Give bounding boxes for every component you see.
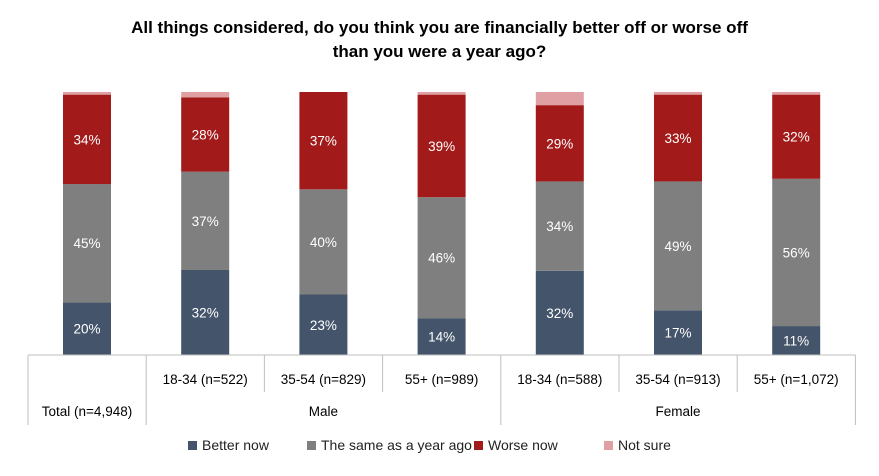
data-label: 29%	[546, 136, 573, 151]
data-label: 32%	[783, 130, 810, 145]
data-label: 32%	[546, 306, 573, 321]
legend-label-worse-now: Worse now	[488, 437, 559, 453]
legend-swatch-the-same-as-a-year-ago	[307, 441, 316, 450]
bar-segment-not-sure	[181, 92, 230, 98]
bar-segment-worse-now	[417, 94, 466, 198]
bar-segment-the-same-as-a-year-ago	[299, 189, 348, 295]
category-label: 18-34 (n=588)	[517, 372, 602, 387]
category-label: 35-54 (n=829)	[281, 372, 366, 387]
bar-segment-the-same-as-a-year-ago	[181, 171, 230, 270]
chart-title-line-2: than you were a year ago?	[333, 42, 547, 61]
category-label: 55+ (n=1,072)	[754, 372, 839, 387]
data-label: 46%	[428, 251, 455, 266]
category-label: 18-34 (n=522)	[163, 372, 248, 387]
category-axis: Total (n=4,948) 18-34 (n=522) 35-54 (n=829…	[27, 354, 856, 425]
data-label: 14%	[428, 330, 455, 345]
data-label: 11%	[783, 334, 809, 349]
bar-segment-the-same-as-a-year-ago	[63, 184, 111, 303]
bar-segment-not-sure	[772, 92, 821, 95]
data-label: 28%	[192, 128, 219, 143]
category-label: Total (n=4,948)	[42, 404, 132, 419]
data-label: 49%	[664, 239, 691, 254]
bar-segment-better-now	[181, 269, 230, 355]
data-label: 32%	[192, 305, 219, 320]
bar-segment-worse-now	[63, 94, 111, 185]
data-label: 34%	[546, 219, 573, 234]
chart-title: All things considered, do you think you …	[131, 18, 748, 61]
data-label: 20%	[73, 322, 100, 337]
category-label: 35-54 (n=913)	[635, 372, 720, 387]
bar-segment-the-same-as-a-year-ago	[417, 197, 466, 319]
group-label: Female	[655, 404, 700, 419]
data-label: 33%	[664, 131, 691, 146]
bar-segment-not-sure	[535, 92, 584, 106]
legend: Better now The same as a year ago Worse no…	[188, 437, 671, 453]
legend-swatch-not-sure	[604, 441, 613, 450]
bar-segment-worse-now	[772, 94, 821, 179]
bar-segment-not-sure	[63, 92, 111, 95]
data-label: 40%	[310, 235, 337, 250]
legend-label-the-same-as-a-year-ago: The same as a year ago	[321, 437, 472, 453]
data-label: 37%	[310, 134, 337, 149]
bar-segment-the-same-as-a-year-ago	[654, 181, 702, 311]
category-label: 55+ (n=989)	[405, 372, 479, 387]
bar-segment-the-same-as-a-year-ago	[535, 181, 584, 271]
bar-segment-not-sure	[417, 92, 466, 95]
data-label: 17%	[664, 326, 691, 341]
data-label: 34%	[73, 132, 100, 147]
data-label: 56%	[783, 245, 810, 260]
bar-segment-the-same-as-a-year-ago	[772, 178, 821, 327]
bar-segment-not-sure	[654, 92, 702, 95]
legend-label-not-sure: Not sure	[618, 437, 671, 453]
data-label: 37%	[192, 214, 219, 229]
data-label: 39%	[428, 139, 455, 154]
legend-label-better-now: Better now	[202, 437, 270, 453]
data-label: 23%	[310, 318, 337, 333]
bar-segment-worse-now	[535, 105, 584, 182]
bar-segment-worse-now	[181, 97, 230, 172]
legend-swatch-better-now	[188, 441, 197, 450]
bars: 20% 45% 34% 32% 37% 28% 23% 40% 37% 14% 46% 39% 32% 3…	[63, 92, 821, 355]
group-label: Male	[309, 404, 338, 419]
data-label: 45%	[73, 236, 100, 251]
bar-segment-worse-now	[654, 94, 702, 182]
bar-segment-worse-now	[299, 92, 348, 190]
bar-segment-better-now	[772, 326, 821, 355]
bar-segment-better-now	[299, 294, 348, 355]
bar-segment-better-now	[63, 302, 111, 355]
legend-swatch-worse-now	[474, 441, 483, 450]
bar-segment-better-now	[654, 310, 702, 355]
bar-segment-better-now	[417, 318, 466, 355]
chart-title-line-1: All things considered, do you think you …	[131, 18, 748, 37]
bar-segment-better-now	[535, 270, 584, 355]
